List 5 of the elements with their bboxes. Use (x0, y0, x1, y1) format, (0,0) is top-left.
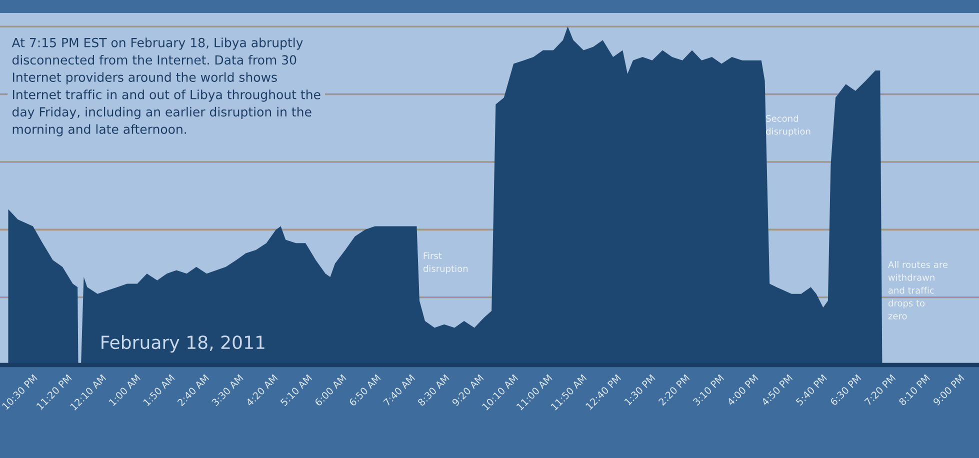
annotation: February 18, 2011 (102, 335, 264, 353)
annotation: Second disruption (766, 114, 810, 136)
annotation: At 7:15 PM EST on February 18, Libya abruptly disconnected from the Internet. Data from 30 Internet providers around the world shows Internet traffic in and out of Libya throughout the day Friday, including an earlier disruption in the morning and late afternoon. (12, 38, 320, 136)
annotation: All routes are withdrawn and traffic drops to zero (888, 261, 948, 320)
annotation: First disruption (423, 252, 468, 274)
